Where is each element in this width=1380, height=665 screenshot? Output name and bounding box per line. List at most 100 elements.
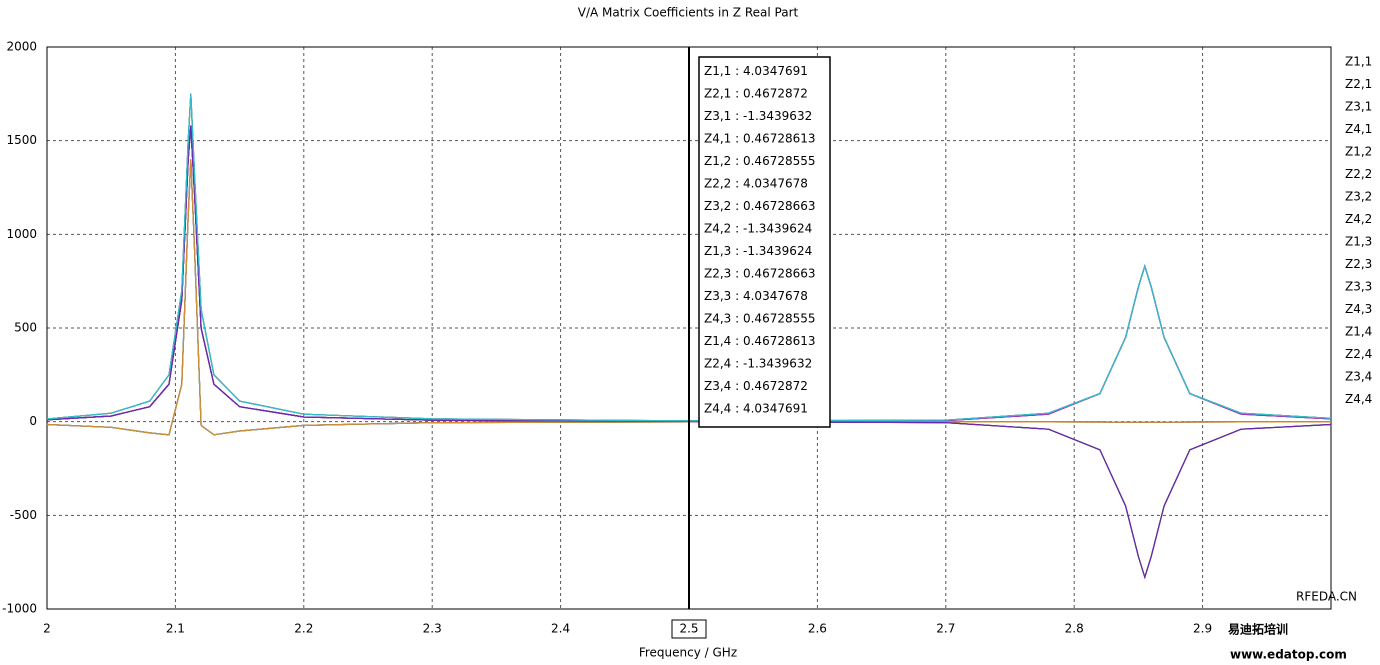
marker-readout: Z2,3 : 0.46728663	[704, 266, 816, 280]
marker-readout: Z2,4 : -1.3439632	[704, 356, 812, 370]
readout-value: -1.3439624	[743, 221, 812, 235]
readout-separator: :	[731, 109, 743, 123]
marker-readout: Z4,3 : 0.46728555	[704, 311, 816, 325]
readout-name: Z2,2	[704, 176, 731, 190]
readout-value: 0.46728613	[743, 334, 816, 348]
marker-readout: Z2,2 : 4.0347678	[704, 176, 808, 190]
marker-readout: Z3,2 : 0.46728663	[704, 199, 816, 213]
readout-name: Z2,1	[704, 86, 731, 100]
x-tick-label: 2.8	[1065, 622, 1084, 636]
readout-separator: :	[731, 289, 743, 303]
readout-name: Z1,1	[704, 64, 731, 78]
marker-x-box	[671, 619, 707, 639]
series-line	[46, 125, 1332, 580]
marker-readout: Z3,1 : -1.3439632	[704, 109, 812, 123]
readout-value: 4.0347691	[743, 64, 808, 78]
legend-label: Z2,1	[1345, 77, 1372, 91]
y-tick-label: -500	[10, 508, 37, 522]
readout-name: Z3,2	[704, 199, 731, 213]
legend-label: Z3,4	[1345, 370, 1372, 384]
readout-name: Z4,3	[704, 311, 731, 325]
readout-name: Z3,1	[704, 109, 731, 123]
readout-value: 4.0347678	[743, 289, 808, 303]
readout-value: -1.3439632	[743, 356, 812, 370]
readout-value: -1.3439624	[743, 244, 812, 258]
watermark: 易迪拓培训	[1228, 622, 1288, 637]
legend-label: Z2,4	[1345, 347, 1372, 361]
readout-name: Z2,3	[704, 266, 731, 280]
legend-label: Z4,1	[1345, 122, 1372, 136]
readout-value: 4.0347678	[743, 176, 808, 190]
readout-separator: :	[731, 356, 743, 370]
readout-name: Z1,4	[704, 334, 731, 348]
marker-readout: Z1,4 : 0.46728613	[704, 334, 816, 348]
y-tick-label: 500	[14, 321, 37, 335]
x-tick-label: 2.4	[551, 622, 570, 636]
legend-label: Z1,3	[1345, 235, 1372, 249]
legend-label: Z3,3	[1345, 280, 1372, 294]
readout-value: 0.46728663	[743, 266, 816, 280]
x-tick-label: 2.6	[808, 622, 827, 636]
readout-name: Z2,4	[704, 356, 731, 370]
readout-value: -1.3439632	[743, 109, 812, 123]
legend-label: Z1,4	[1345, 325, 1372, 339]
legend-label: Z3,1	[1345, 100, 1372, 114]
x-tick-label: 2.3	[423, 622, 442, 636]
legend-label: Z3,2	[1345, 190, 1372, 204]
readout-separator: :	[731, 379, 743, 393]
y-tick-label: 2000	[6, 40, 37, 54]
x-tick-label: 2.7	[936, 622, 955, 636]
y-tick-label: -1000	[2, 602, 37, 616]
readout-name: Z1,3	[704, 244, 731, 258]
marker-readout: Z3,3 : 4.0347678	[704, 289, 808, 303]
readout-value: 0.4672872	[743, 379, 808, 393]
readout-separator: :	[731, 131, 743, 145]
legend-label: Z2,2	[1345, 167, 1372, 181]
marker-readout: Z1,1 : 4.0347691	[704, 64, 808, 78]
marker-readout: Z1,2 : 0.46728555	[704, 154, 816, 168]
marker-x-label: 2.5	[679, 622, 698, 636]
readout-value: 0.46728663	[743, 199, 816, 213]
readout-name: Z3,4	[704, 379, 731, 393]
legend-label: Z4,2	[1345, 212, 1372, 226]
readout-name: Z3,3	[704, 289, 731, 303]
readout-separator: :	[731, 154, 743, 168]
marker-readout: Z2,1 : 0.4672872	[704, 86, 808, 100]
watermark: www.edatop.com	[1230, 648, 1347, 662]
readout-separator: :	[731, 176, 743, 190]
marker-readout-box	[698, 56, 831, 428]
chart-title: V/A Matrix Coefficients in Z Real Part	[578, 6, 799, 20]
readout-separator: :	[731, 244, 743, 258]
readout-separator: :	[731, 266, 743, 280]
series-line	[46, 159, 1331, 436]
readout-separator: :	[731, 86, 743, 100]
readout-value: 0.46728613	[743, 131, 816, 145]
x-axis-label: Frequency / GHz	[639, 646, 737, 660]
readout-separator: :	[731, 401, 743, 415]
legend-label: Z2,3	[1345, 257, 1372, 271]
x-tick-label: 2.1	[166, 622, 185, 636]
y-tick-label: 0	[29, 414, 37, 428]
readout-value: 4.0347691	[743, 401, 808, 415]
x-tick-label: 2.9	[1193, 622, 1212, 636]
y-tick-label: 1500	[6, 133, 37, 147]
marker-readout: Z4,4 : 4.0347691	[704, 401, 808, 415]
marker-readout: Z1,3 : -1.3439624	[704, 244, 812, 258]
readout-name: Z1,2	[704, 154, 731, 168]
readout-value: 0.4672872	[743, 86, 808, 100]
readout-name: Z4,1	[704, 131, 731, 145]
legend-label: Z4,4	[1345, 392, 1372, 406]
marker-readout: Z4,2 : -1.3439624	[704, 221, 812, 235]
readout-separator: :	[731, 221, 743, 235]
readout-separator: :	[731, 311, 743, 325]
marker-readout: Z4,1 : 0.46728613	[704, 131, 816, 145]
y-tick-label: 1000	[6, 227, 37, 241]
readout-separator: :	[731, 334, 743, 348]
readout-name: Z4,2	[704, 221, 731, 235]
legend-label: Z4,3	[1345, 302, 1372, 316]
legend-label: Z1,2	[1345, 145, 1372, 159]
series-line	[46, 93, 1332, 422]
x-tick-label: 2.2	[294, 622, 313, 636]
legend-label: Z1,1	[1345, 55, 1372, 69]
